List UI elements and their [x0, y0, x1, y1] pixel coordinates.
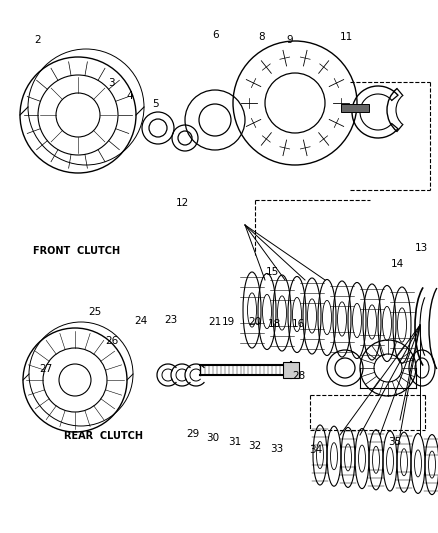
Text: 31: 31 — [228, 438, 241, 447]
Text: 16: 16 — [291, 319, 304, 329]
Text: 27: 27 — [39, 364, 53, 374]
Text: 3: 3 — [108, 78, 115, 87]
Text: 8: 8 — [257, 33, 264, 42]
Text: 18: 18 — [267, 319, 280, 329]
Text: 33: 33 — [269, 444, 283, 454]
Text: 9: 9 — [286, 35, 293, 45]
Text: 15: 15 — [265, 267, 278, 277]
Text: 23: 23 — [164, 315, 177, 325]
Bar — [340, 104, 368, 112]
Text: 26: 26 — [105, 336, 118, 346]
Text: 11: 11 — [339, 33, 353, 42]
Text: 30: 30 — [206, 433, 219, 443]
Text: 28: 28 — [291, 371, 304, 381]
Text: 21: 21 — [208, 318, 221, 327]
Text: 25: 25 — [88, 307, 101, 317]
Text: 29: 29 — [186, 430, 199, 439]
Text: 20: 20 — [247, 318, 261, 327]
Text: 14: 14 — [390, 259, 403, 269]
Text: 2: 2 — [34, 35, 41, 45]
Bar — [283, 362, 298, 378]
Text: FRONT  CLUTCH: FRONT CLUTCH — [33, 246, 120, 255]
Text: 34: 34 — [309, 446, 322, 455]
Text: 4: 4 — [126, 91, 133, 101]
Text: REAR  CLUTCH: REAR CLUTCH — [64, 431, 142, 441]
Text: 12: 12 — [175, 198, 188, 207]
Text: 13: 13 — [414, 243, 427, 253]
Text: 5: 5 — [152, 99, 159, 109]
Text: 19: 19 — [221, 318, 234, 327]
Text: 32: 32 — [247, 441, 261, 451]
Text: 35: 35 — [388, 438, 401, 447]
Text: 24: 24 — [134, 316, 147, 326]
Text: 6: 6 — [211, 30, 218, 39]
